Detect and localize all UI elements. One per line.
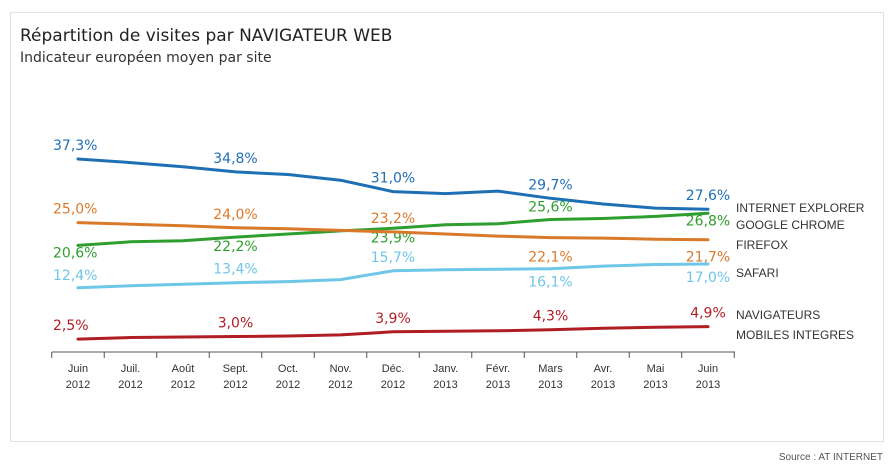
data-label: 29,7% [528,177,572,193]
data-label: 24,0% [213,207,257,223]
x-tick-label: Oct. [278,363,298,375]
data-label: 12,4% [53,268,97,284]
x-tick-label: 2013 [538,379,562,391]
data-label: 4,3% [533,309,569,325]
x-tick-label: Mai [647,363,665,375]
legend-entry: MOBILES INTEGRES [736,328,854,342]
x-tick-label: 2013 [591,379,615,391]
data-label: 23,2% [371,211,415,227]
data-label: 25,0% [53,202,97,218]
x-tick-label: Juin [68,363,88,375]
legend-entry: GOOGLE CHROME [736,218,845,232]
series-line [76,157,710,211]
x-tick-label: Juil. [121,363,141,375]
data-label: 3,0% [218,315,254,331]
x-tick-label: 2013 [643,379,667,391]
x-tick-label: Févr. [486,363,510,375]
data-label: 34,8% [213,151,257,167]
data-label: 27,6% [686,188,730,204]
x-tick-label: 2012 [276,379,300,391]
x-tick-label: 2013 [486,379,510,391]
data-label: 26,8% [686,213,730,229]
series-line [76,325,710,341]
x-tick-label: 2013 [696,379,720,391]
x-tick-label: 2012 [381,379,405,391]
legend-entry: INTERNET EXPLORER [736,201,865,215]
chart-frame [10,12,884,442]
x-tick-label: Août [172,363,195,375]
legend-entry: SAFARI [736,266,779,280]
data-label: 4,9% [690,306,726,322]
x-tick-label: Déc. [382,363,405,375]
data-label: 2,5% [53,318,89,334]
data-label: 23,9% [371,230,415,246]
series-line [76,221,710,242]
data-label: 16,1% [528,275,572,291]
x-tick-label: Nov. [330,363,352,375]
data-label: 20,6% [53,245,97,261]
data-label: 21,7% [686,250,730,266]
data-label: 15,7% [371,250,415,266]
x-tick-label: 2012 [171,379,195,391]
x-tick-label: Janv. [433,363,458,375]
data-label: 25,6% [528,200,572,216]
legend-entry: FIREFOX [736,238,788,252]
chart-subtitle: Indicateur européen moyen par site [20,50,272,66]
data-label: 13,4% [213,262,257,278]
x-tick-label: Sept. [223,363,249,375]
x-tick-label: Avr. [594,363,613,375]
data-label: 31,0% [371,171,415,187]
data-label: 17,0% [686,270,730,286]
legend-entry: NAVIGATEURS [736,308,820,322]
x-tick-label: 2012 [328,379,352,391]
x-tick-label: 2012 [66,379,90,391]
x-tick-label: 2012 [118,379,142,391]
data-label: 22,2% [213,239,257,255]
series-line [76,262,710,290]
x-tick-label: 2013 [433,379,457,391]
source-note: Source : AT INTERNET [778,452,883,463]
series-line [76,211,710,247]
data-label: 22,1% [528,250,572,266]
x-tick-label: Juin [698,363,718,375]
x-tick-label: Mars [538,363,563,375]
x-tick-label: 2012 [223,379,247,391]
data-label: 37,3% [53,138,97,154]
data-label: 3,9% [375,311,411,327]
chart-title: Répartition de visites par NAVIGATEUR WE… [20,26,393,46]
